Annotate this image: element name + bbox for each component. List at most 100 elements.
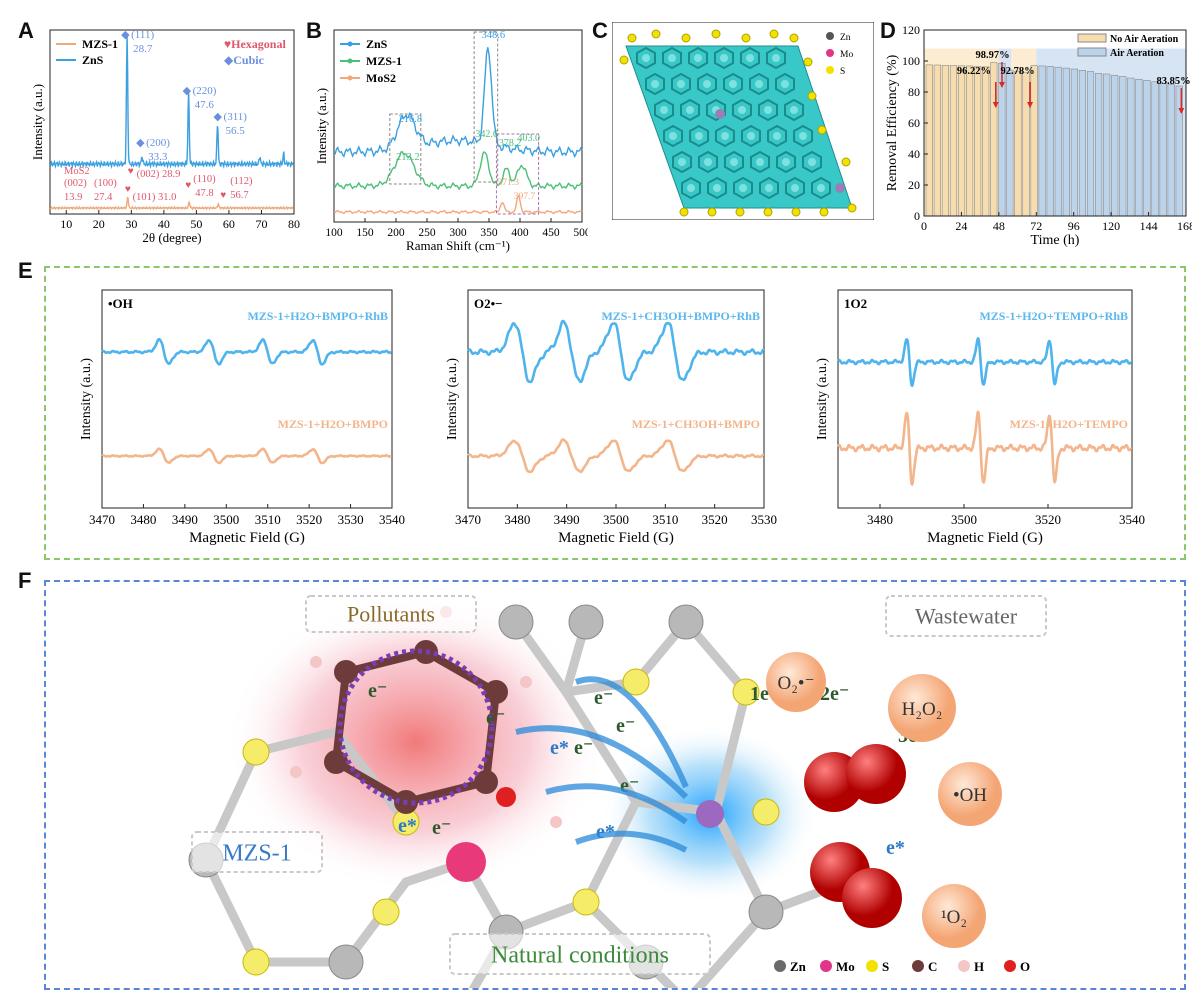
x-tick-label: 60 bbox=[223, 217, 235, 231]
legend-label: S bbox=[840, 67, 845, 77]
c-atom bbox=[414, 640, 438, 664]
mo-atom bbox=[715, 109, 725, 119]
zn-atom bbox=[651, 80, 659, 88]
y-tick-label: 20 bbox=[908, 178, 920, 192]
legend-marker bbox=[826, 49, 834, 57]
x-tick-label: 3500 bbox=[951, 512, 977, 527]
y-tick-label: 100 bbox=[902, 54, 920, 68]
x-axis-label: Magnetic Field (G) bbox=[927, 530, 1043, 546]
c-atom bbox=[484, 680, 508, 704]
hexagonal-peak-label: (002) 28.9 bbox=[137, 169, 181, 180]
raman-peak-label: 342.6 bbox=[475, 129, 498, 140]
pollutant-glow bbox=[226, 592, 606, 892]
x-tick-label: 3520 bbox=[702, 512, 728, 527]
raman-peak-label: 378.2 bbox=[499, 138, 522, 149]
raman-peak-label: 213.2 bbox=[396, 152, 420, 163]
hex-ring bbox=[741, 124, 761, 148]
x-tick-label: 48 bbox=[993, 219, 1005, 233]
x-tick-label: 3500 bbox=[213, 512, 239, 527]
epr-superoxide-chart: 3470 3480 3490 3500 3510 3520 3530 Magnetic Fie… bbox=[445, 289, 777, 546]
zn-atom bbox=[781, 80, 789, 88]
lattice-bond bbox=[251, 727, 341, 757]
zn-atom bbox=[720, 54, 728, 62]
s-atom bbox=[789, 33, 799, 43]
s-atom bbox=[619, 55, 629, 65]
s-atom bbox=[627, 33, 637, 43]
crystal-structure: Zn Mo S bbox=[612, 22, 874, 220]
c-atom bbox=[334, 660, 358, 684]
electron-label: e⁻ bbox=[368, 680, 387, 702]
bar bbox=[1159, 83, 1167, 217]
epr-oh-chart: 3470 3480 3490 3500 3510 3520 3530 3540 Magnetic… bbox=[79, 289, 405, 546]
electron-ring bbox=[337, 648, 495, 806]
bar bbox=[925, 64, 933, 217]
zn-atom bbox=[739, 184, 747, 192]
annotation-label: 92.78% bbox=[1001, 66, 1035, 77]
hexagonal-marker: ♥ bbox=[125, 184, 131, 195]
hex-ring bbox=[785, 176, 805, 200]
epr-line-with-rhb bbox=[837, 337, 1133, 388]
transfer-arrow bbox=[574, 676, 689, 789]
zn-atom bbox=[703, 80, 711, 88]
x-axis-label: Magnetic Field (G) bbox=[558, 530, 674, 546]
mo-atom bbox=[446, 842, 486, 882]
zn-atom bbox=[791, 184, 799, 192]
epr-line-with-rhb bbox=[101, 337, 393, 366]
s-atom bbox=[711, 29, 721, 39]
x-tick-label: 3490 bbox=[172, 512, 198, 527]
hex-ring bbox=[681, 176, 701, 200]
cubic-marker: ◆ bbox=[214, 111, 223, 123]
x-tick-label: 144 bbox=[1140, 219, 1158, 233]
hexagonal-marker: ♥ bbox=[185, 180, 191, 191]
panel-label-e: E bbox=[18, 258, 33, 283]
zns-series-line bbox=[333, 47, 583, 159]
xrd-chart: 10 20 30 40 50 60 70 80 2θ (degree) Intensity (a.… bbox=[30, 29, 300, 245]
cubic-marker: ◆ bbox=[136, 137, 145, 149]
wastewater-label: Wastewater bbox=[915, 604, 1018, 629]
radical-label: 1O2 bbox=[844, 296, 867, 311]
hex-ring bbox=[706, 98, 726, 122]
hexagonal-marker: ♥ bbox=[220, 190, 226, 201]
lattice-bond bbox=[711, 807, 771, 917]
carbon-bond bbox=[405, 778, 487, 806]
zn-atom bbox=[678, 158, 686, 166]
radical-label: O2•− bbox=[474, 296, 503, 311]
legend-label: MoS2 bbox=[366, 71, 396, 85]
legend-label-zns: ZnS bbox=[82, 53, 104, 67]
bar bbox=[1030, 65, 1038, 217]
annotation-arrowhead bbox=[992, 102, 999, 108]
x-tick-label: 72 bbox=[1030, 219, 1042, 233]
x-tick-label: 96 bbox=[1068, 219, 1080, 233]
legend-label: S bbox=[882, 959, 889, 974]
electron-label: e⁻ bbox=[432, 817, 451, 839]
bar bbox=[949, 65, 958, 217]
legend-marker bbox=[347, 75, 353, 81]
hex-ring bbox=[811, 176, 831, 200]
bar bbox=[1014, 70, 1022, 217]
cubic-peak-value: 28.7 bbox=[133, 43, 153, 55]
electron-label: 2e⁻ bbox=[820, 683, 849, 705]
s-atom bbox=[572, 888, 600, 916]
bar bbox=[1038, 65, 1046, 217]
x-tick-label: 80 bbox=[288, 217, 300, 231]
bar bbox=[933, 64, 941, 217]
transfer-arrow bbox=[545, 783, 688, 825]
y-axis-label: Intensity (a.u.) bbox=[815, 358, 830, 440]
x-tick-label: 3470 bbox=[455, 512, 481, 527]
zn-atom bbox=[747, 132, 755, 140]
cubic-peak-label: (311) bbox=[224, 111, 248, 123]
mo-atom bbox=[835, 183, 845, 193]
annotation-arrowhead bbox=[1178, 108, 1185, 114]
hex-ring bbox=[775, 72, 795, 96]
hex-ring bbox=[758, 98, 778, 122]
x-tick-label: 3530 bbox=[338, 512, 364, 527]
y-tick-label: 120 bbox=[902, 23, 920, 37]
x-tick-label: 3520 bbox=[296, 512, 322, 527]
x-tick-label: 3510 bbox=[652, 512, 678, 527]
legend-marker bbox=[958, 960, 970, 972]
epr-line-with-rhb bbox=[467, 319, 765, 384]
lattice-bond bbox=[711, 687, 751, 817]
zn-atom bbox=[660, 106, 668, 114]
zn-atom bbox=[755, 80, 763, 88]
legend-label: Zn bbox=[840, 33, 851, 43]
